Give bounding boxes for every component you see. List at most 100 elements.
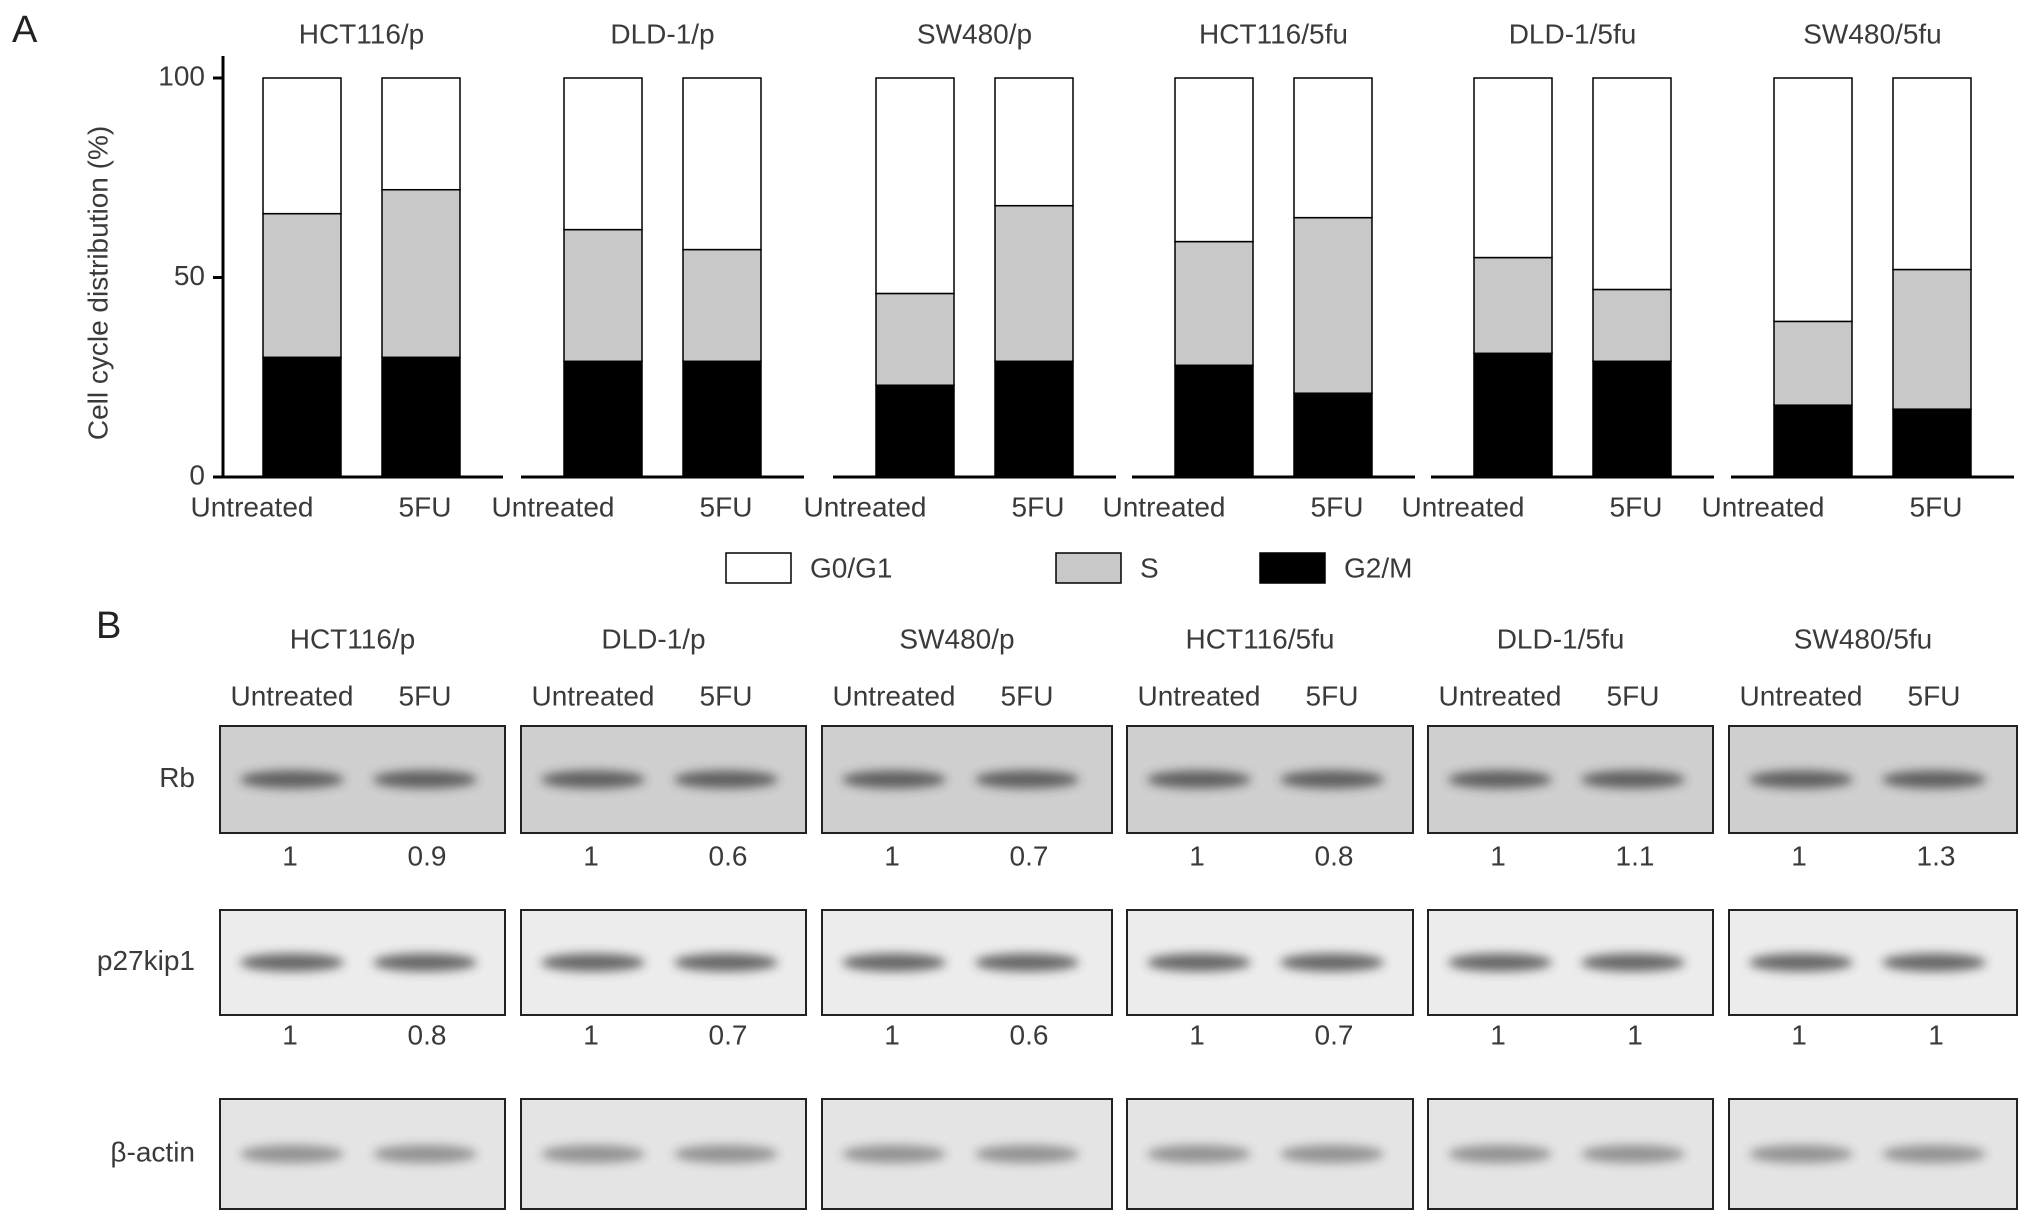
- y-tick-label: 50: [174, 260, 205, 291]
- blot-band: [240, 1145, 344, 1163]
- bar-segment: [1293, 216, 1373, 394]
- x-tick-label: 5FU: [1012, 491, 1065, 522]
- x-tick-label: 5FU: [1311, 491, 1364, 522]
- legend-label: G2/M: [1344, 552, 1412, 583]
- band-value: 1: [282, 840, 298, 871]
- blot-band: [1882, 1145, 1986, 1163]
- bar-segment: [994, 360, 1074, 478]
- bar-segment: [1592, 360, 1672, 478]
- bar-segment: [1773, 320, 1853, 406]
- band-value: 1: [1490, 840, 1506, 871]
- band-value: 1: [1189, 1019, 1205, 1050]
- y-axis-label: Cell cycle distribution (%): [82, 126, 113, 440]
- blot-band: [541, 770, 645, 789]
- bar-segment: [994, 77, 1074, 207]
- band-value: 1: [884, 840, 900, 871]
- condition-label: Untreated: [532, 680, 655, 711]
- bar-segment: [875, 77, 955, 295]
- bar-segment: [1293, 392, 1373, 478]
- condition-label: Untreated: [231, 680, 354, 711]
- blot-band: [1280, 770, 1384, 789]
- blot-band: [1147, 953, 1251, 972]
- blot-band: [1448, 953, 1552, 972]
- bar-segment: [1892, 268, 1972, 410]
- bar-segment: [381, 188, 461, 359]
- bar-segment: [381, 77, 461, 191]
- blot-band: [240, 770, 344, 789]
- condition-label: Untreated: [1439, 680, 1562, 711]
- legend-swatch: [1259, 552, 1326, 584]
- bar-segment: [262, 212, 342, 359]
- blot-band: [975, 1145, 1079, 1163]
- x-tick-label: Untreated: [492, 491, 615, 522]
- bar-segment: [682, 248, 762, 363]
- group-title: SW480/p: [899, 623, 1014, 654]
- bar-segment: [563, 360, 643, 478]
- panel-label: A: [12, 9, 38, 51]
- band-value: 1: [583, 840, 599, 871]
- bar-segment: [1592, 288, 1672, 363]
- bar-segment: [1473, 352, 1553, 478]
- x-tick-label: Untreated: [1402, 491, 1525, 522]
- blot-band: [1749, 953, 1853, 972]
- band-value: 1.1: [1616, 840, 1655, 871]
- bar-segment: [1773, 77, 1853, 323]
- blot-band: [1581, 770, 1685, 789]
- x-tick-label: 5FU: [700, 491, 753, 522]
- condition-label: Untreated: [1138, 680, 1261, 711]
- blot-band: [975, 770, 1079, 789]
- condition-label: 5FU: [1908, 680, 1961, 711]
- band-value: 0.7: [1010, 840, 1049, 871]
- group-title: DLD-1/5fu: [1497, 623, 1625, 654]
- bar-segment: [1174, 240, 1254, 367]
- x-tick-label: Untreated: [1702, 491, 1825, 522]
- bar-segment: [1592, 77, 1672, 291]
- blot-band: [674, 770, 778, 789]
- blot-band: [975, 953, 1079, 972]
- condition-label: Untreated: [1740, 680, 1863, 711]
- bar-segment: [563, 77, 643, 231]
- blot-band: [373, 953, 477, 972]
- band-value: 1: [583, 1019, 599, 1050]
- bar-segment: [262, 77, 342, 215]
- condition-label: Untreated: [833, 680, 956, 711]
- band-value: 0.6: [1010, 1019, 1049, 1050]
- group-title: DLD-1/5fu: [1509, 18, 1637, 49]
- blot-band: [240, 953, 344, 972]
- band-value: 0.9: [408, 840, 447, 871]
- bar-segment: [381, 356, 461, 478]
- bar-segment: [1174, 77, 1254, 243]
- group-title: SW480/5fu: [1803, 18, 1942, 49]
- blot-band: [1448, 1145, 1552, 1163]
- band-value: 1: [1490, 1019, 1506, 1050]
- y-tick-label: 100: [158, 60, 205, 91]
- band-value: 0.8: [1315, 840, 1354, 871]
- bar-segment: [682, 77, 762, 251]
- blot-band: [1882, 770, 1986, 789]
- group-title: HCT116/p: [299, 18, 425, 49]
- legend-swatch: [725, 552, 792, 584]
- x-tick-label: 5FU: [1610, 491, 1663, 522]
- bar-segment: [1293, 77, 1373, 219]
- blot-band: [1280, 1145, 1384, 1163]
- group-title: HCT116/p: [290, 623, 416, 654]
- condition-label: 5FU: [700, 680, 753, 711]
- x-tick-label: Untreated: [1103, 491, 1226, 522]
- blot-band: [842, 953, 946, 972]
- blot-band: [842, 1145, 946, 1163]
- row-label: β-actin: [110, 1136, 195, 1167]
- band-value: 1.3: [1917, 840, 1956, 871]
- group-title: SW480/p: [917, 18, 1032, 49]
- group-title: HCT116/5fu: [1186, 623, 1335, 654]
- band-value: 0.7: [709, 1019, 748, 1050]
- y-tick-label: 0: [189, 459, 205, 490]
- condition-label: 5FU: [1306, 680, 1359, 711]
- condition-label: 5FU: [399, 680, 452, 711]
- band-value: 1: [884, 1019, 900, 1050]
- blot-band: [1280, 953, 1384, 972]
- bar-segment: [682, 360, 762, 478]
- band-value: 1: [1928, 1019, 1944, 1050]
- blot-band: [541, 1145, 645, 1163]
- band-value: 1: [1791, 1019, 1807, 1050]
